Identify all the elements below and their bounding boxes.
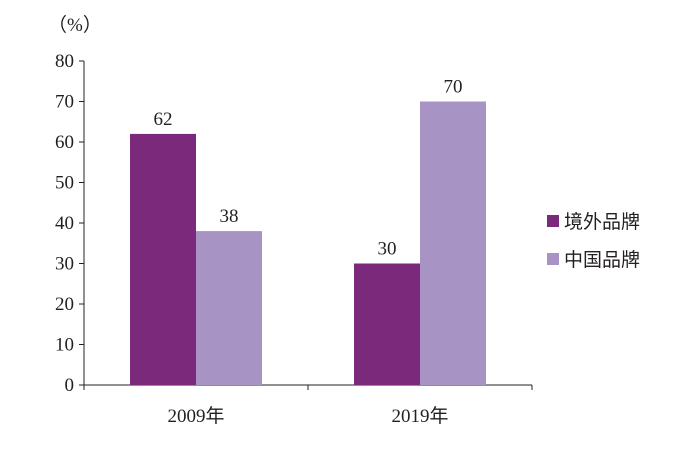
x-axis: 2009年 2019年	[83, 384, 533, 427]
bar	[130, 133, 196, 385]
y-tick-label: 10	[55, 335, 74, 356]
bar-value-label: 38	[220, 206, 239, 227]
x-category-label: 2019年	[391, 405, 448, 427]
y-tick-label: 60	[55, 132, 74, 153]
bars: 62 38 30 70	[130, 77, 486, 385]
y-tick-label: 0	[65, 375, 75, 396]
legend-label: 中国品牌	[564, 249, 640, 271]
y-tick-label: 50	[55, 173, 74, 194]
y-tick-label: 20	[55, 294, 74, 315]
bar	[354, 263, 420, 385]
bar-value-label: 70	[444, 77, 463, 98]
legend-swatch	[547, 253, 559, 265]
bar-value-label: 30	[378, 239, 397, 260]
y-tick-label: 70	[55, 92, 74, 113]
bar-value-label: 62	[154, 109, 173, 130]
y-axis-unit-label: （%）	[48, 14, 102, 36]
y-tick-label: 30	[55, 254, 74, 275]
x-category-label: 2009年	[167, 405, 224, 427]
y-tick-label: 40	[55, 213, 74, 234]
bar	[420, 101, 486, 385]
legend-label: 境外品牌	[564, 211, 640, 233]
bar	[196, 231, 262, 385]
y-axis: 0 10 20 30 40 50 60 70 80	[55, 51, 85, 396]
legend-swatch	[547, 215, 559, 227]
y-tick-label: 80	[55, 51, 74, 72]
